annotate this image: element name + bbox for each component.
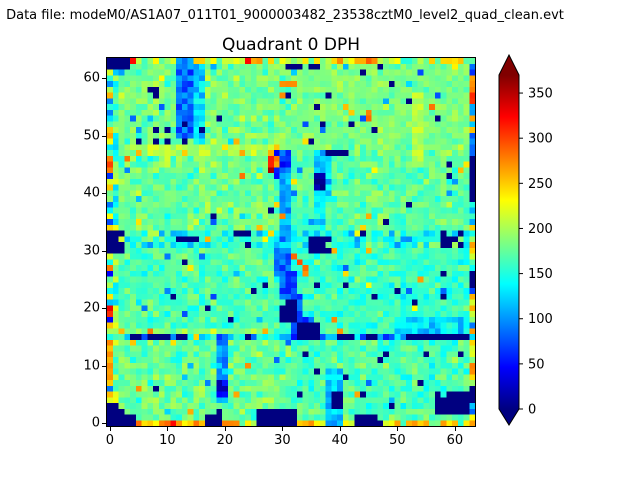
y-tick-label: 40 [83, 185, 100, 201]
x-tick-label: 50 [389, 433, 406, 448]
colorbar-tick-label: 100 [528, 312, 553, 327]
colorbar-tick-label: 150 [528, 267, 553, 282]
colorbar-tick-label: 250 [528, 177, 553, 192]
x-tick-label: 40 [331, 433, 349, 448]
x-tick-mark [109, 427, 111, 431]
x-tick-label: 10 [159, 433, 176, 448]
y-tick-mark [102, 193, 106, 195]
y-tick-mark [102, 308, 106, 310]
y-tick-mark [102, 423, 106, 425]
x-tick-label: 20 [216, 433, 234, 448]
colorbar-over-arrow [499, 55, 519, 75]
y-tick-mark [102, 365, 106, 367]
x-tick-mark [167, 427, 169, 431]
data-file-label: Data file: modeM0/AS1A07_011T01_90000034… [6, 8, 564, 23]
plot-title: Quadrant 0 DPH [222, 35, 360, 55]
y-tick-mark [102, 250, 106, 252]
x-tick-label: 0 [105, 433, 115, 448]
y-tick-mark [102, 135, 106, 137]
colorbar-tick-label: 350 [528, 87, 553, 102]
y-tick-label: 0 [91, 415, 100, 431]
colorbar-tick-label: 0 [528, 403, 536, 418]
x-tick-mark [224, 427, 226, 431]
axes-frame [106, 57, 476, 427]
y-tick-label: 10 [83, 358, 100, 374]
y-tick-mark [102, 78, 106, 80]
y-tick-label: 50 [83, 128, 100, 144]
y-tick-label: 30 [83, 243, 100, 259]
colorbar-tick-label: 200 [528, 222, 553, 237]
colorbar-under-arrow [499, 409, 519, 425]
heatmap-image [107, 58, 475, 426]
x-tick-mark [397, 427, 399, 431]
x-tick-mark [454, 427, 456, 431]
x-tick-mark [339, 427, 341, 431]
colorbar-gradient [499, 75, 519, 409]
x-tick-mark [282, 427, 284, 431]
colorbar: 0 50 100 150 200 250 300 350 [498, 53, 553, 426]
colorbar-tick-label: 300 [528, 132, 553, 147]
colorbar-tick-label: 50 [528, 357, 545, 372]
y-tick-label: 20 [83, 300, 100, 316]
y-tick-label: 60 [83, 70, 100, 86]
x-tick-label: 30 [274, 433, 291, 448]
x-tick-label: 60 [446, 433, 464, 448]
